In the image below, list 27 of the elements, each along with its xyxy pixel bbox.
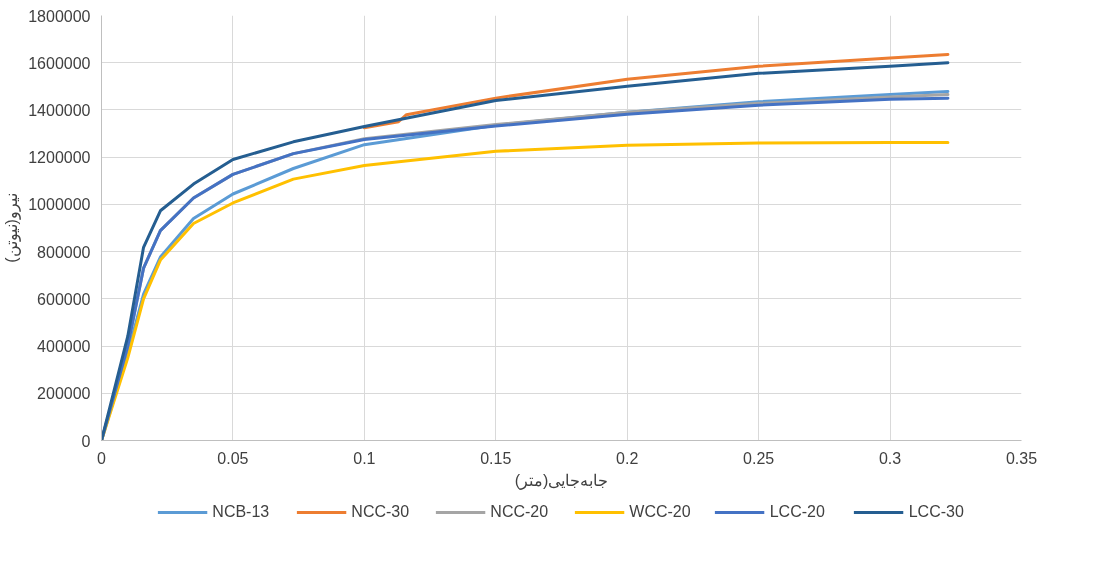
x-tick-label: 0.2 bbox=[616, 449, 639, 467]
line-series bbox=[362, 52, 950, 130]
y-tick-label: 1200000 bbox=[28, 149, 91, 167]
x-tick-label: 0.25 bbox=[743, 449, 775, 467]
y-tick-label: 1000000 bbox=[28, 196, 91, 214]
legend-label: LCC-30 bbox=[908, 503, 965, 521]
x-tick-label: 0.3 bbox=[878, 449, 902, 467]
x-tick-label: 0.15 bbox=[480, 449, 512, 467]
x-tick-label: 0.1 bbox=[353, 449, 376, 467]
y-tick-label: 600000 bbox=[37, 290, 91, 308]
y-tick-label: 0 bbox=[81, 432, 91, 450]
y-tick-label: 1400000 bbox=[28, 101, 91, 119]
legend-label: NCC-30 bbox=[351, 503, 411, 521]
x-tick-label: 0 bbox=[97, 449, 107, 467]
x-axis-title: جابه‌جایی(متر) bbox=[514, 471, 609, 490]
legend-label: WCC-20 bbox=[629, 503, 691, 521]
x-tick-label: 0.35 bbox=[1005, 449, 1038, 467]
legend-label: NCB-13 bbox=[212, 503, 271, 521]
legend-label: NCC-20 bbox=[490, 503, 550, 521]
x-tick-label: 0.05 bbox=[217, 449, 249, 467]
y-tick-label: 400000 bbox=[37, 338, 91, 356]
y-tick-label: 1600000 bbox=[28, 54, 91, 72]
y-tick-label: 800000 bbox=[37, 243, 91, 261]
y-tick-label: 1800000 bbox=[28, 7, 91, 25]
legend-label: LCC-20 bbox=[769, 503, 826, 521]
y-axis-title: نیرو(نیوتن) bbox=[3, 193, 22, 263]
y-tick-label: 200000 bbox=[37, 385, 91, 403]
